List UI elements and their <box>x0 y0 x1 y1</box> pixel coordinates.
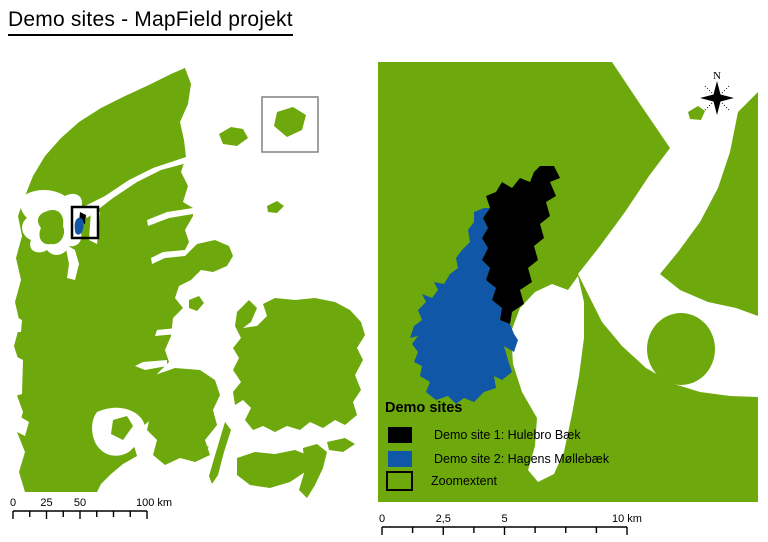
svg-text:0: 0 <box>379 513 385 525</box>
page-title: Demo sites - MapField projekt <box>8 8 293 36</box>
zoom-extent-box <box>70 205 100 240</box>
svg-text:100 km: 100 km <box>136 497 172 509</box>
fjord-islands <box>38 209 133 440</box>
svg-text:2,5: 2,5 <box>436 513 451 525</box>
svg-text:25: 25 <box>40 497 52 509</box>
overview-scalebar: 0 25 50 100 km <box>10 497 172 519</box>
denmark-landmass <box>14 68 365 498</box>
detail-scalebar: 0 2,5 5 10 km <box>379 513 642 535</box>
bornholm-inset <box>261 96 319 153</box>
overview-map <box>14 68 365 498</box>
fjord-peninsula-lobe <box>647 313 715 385</box>
svg-text:0: 0 <box>10 497 16 509</box>
demo-site-1-area <box>482 166 560 324</box>
svg-text:10 km: 10 km <box>612 513 642 525</box>
north-label: N <box>713 70 721 82</box>
demo-site-2-area <box>410 208 518 404</box>
svg-text:50: 50 <box>74 497 86 509</box>
fjord-island <box>688 106 705 120</box>
svg-text:5: 5 <box>501 513 507 525</box>
detail-map: N <box>378 62 758 502</box>
north-arrow: N <box>700 70 734 115</box>
